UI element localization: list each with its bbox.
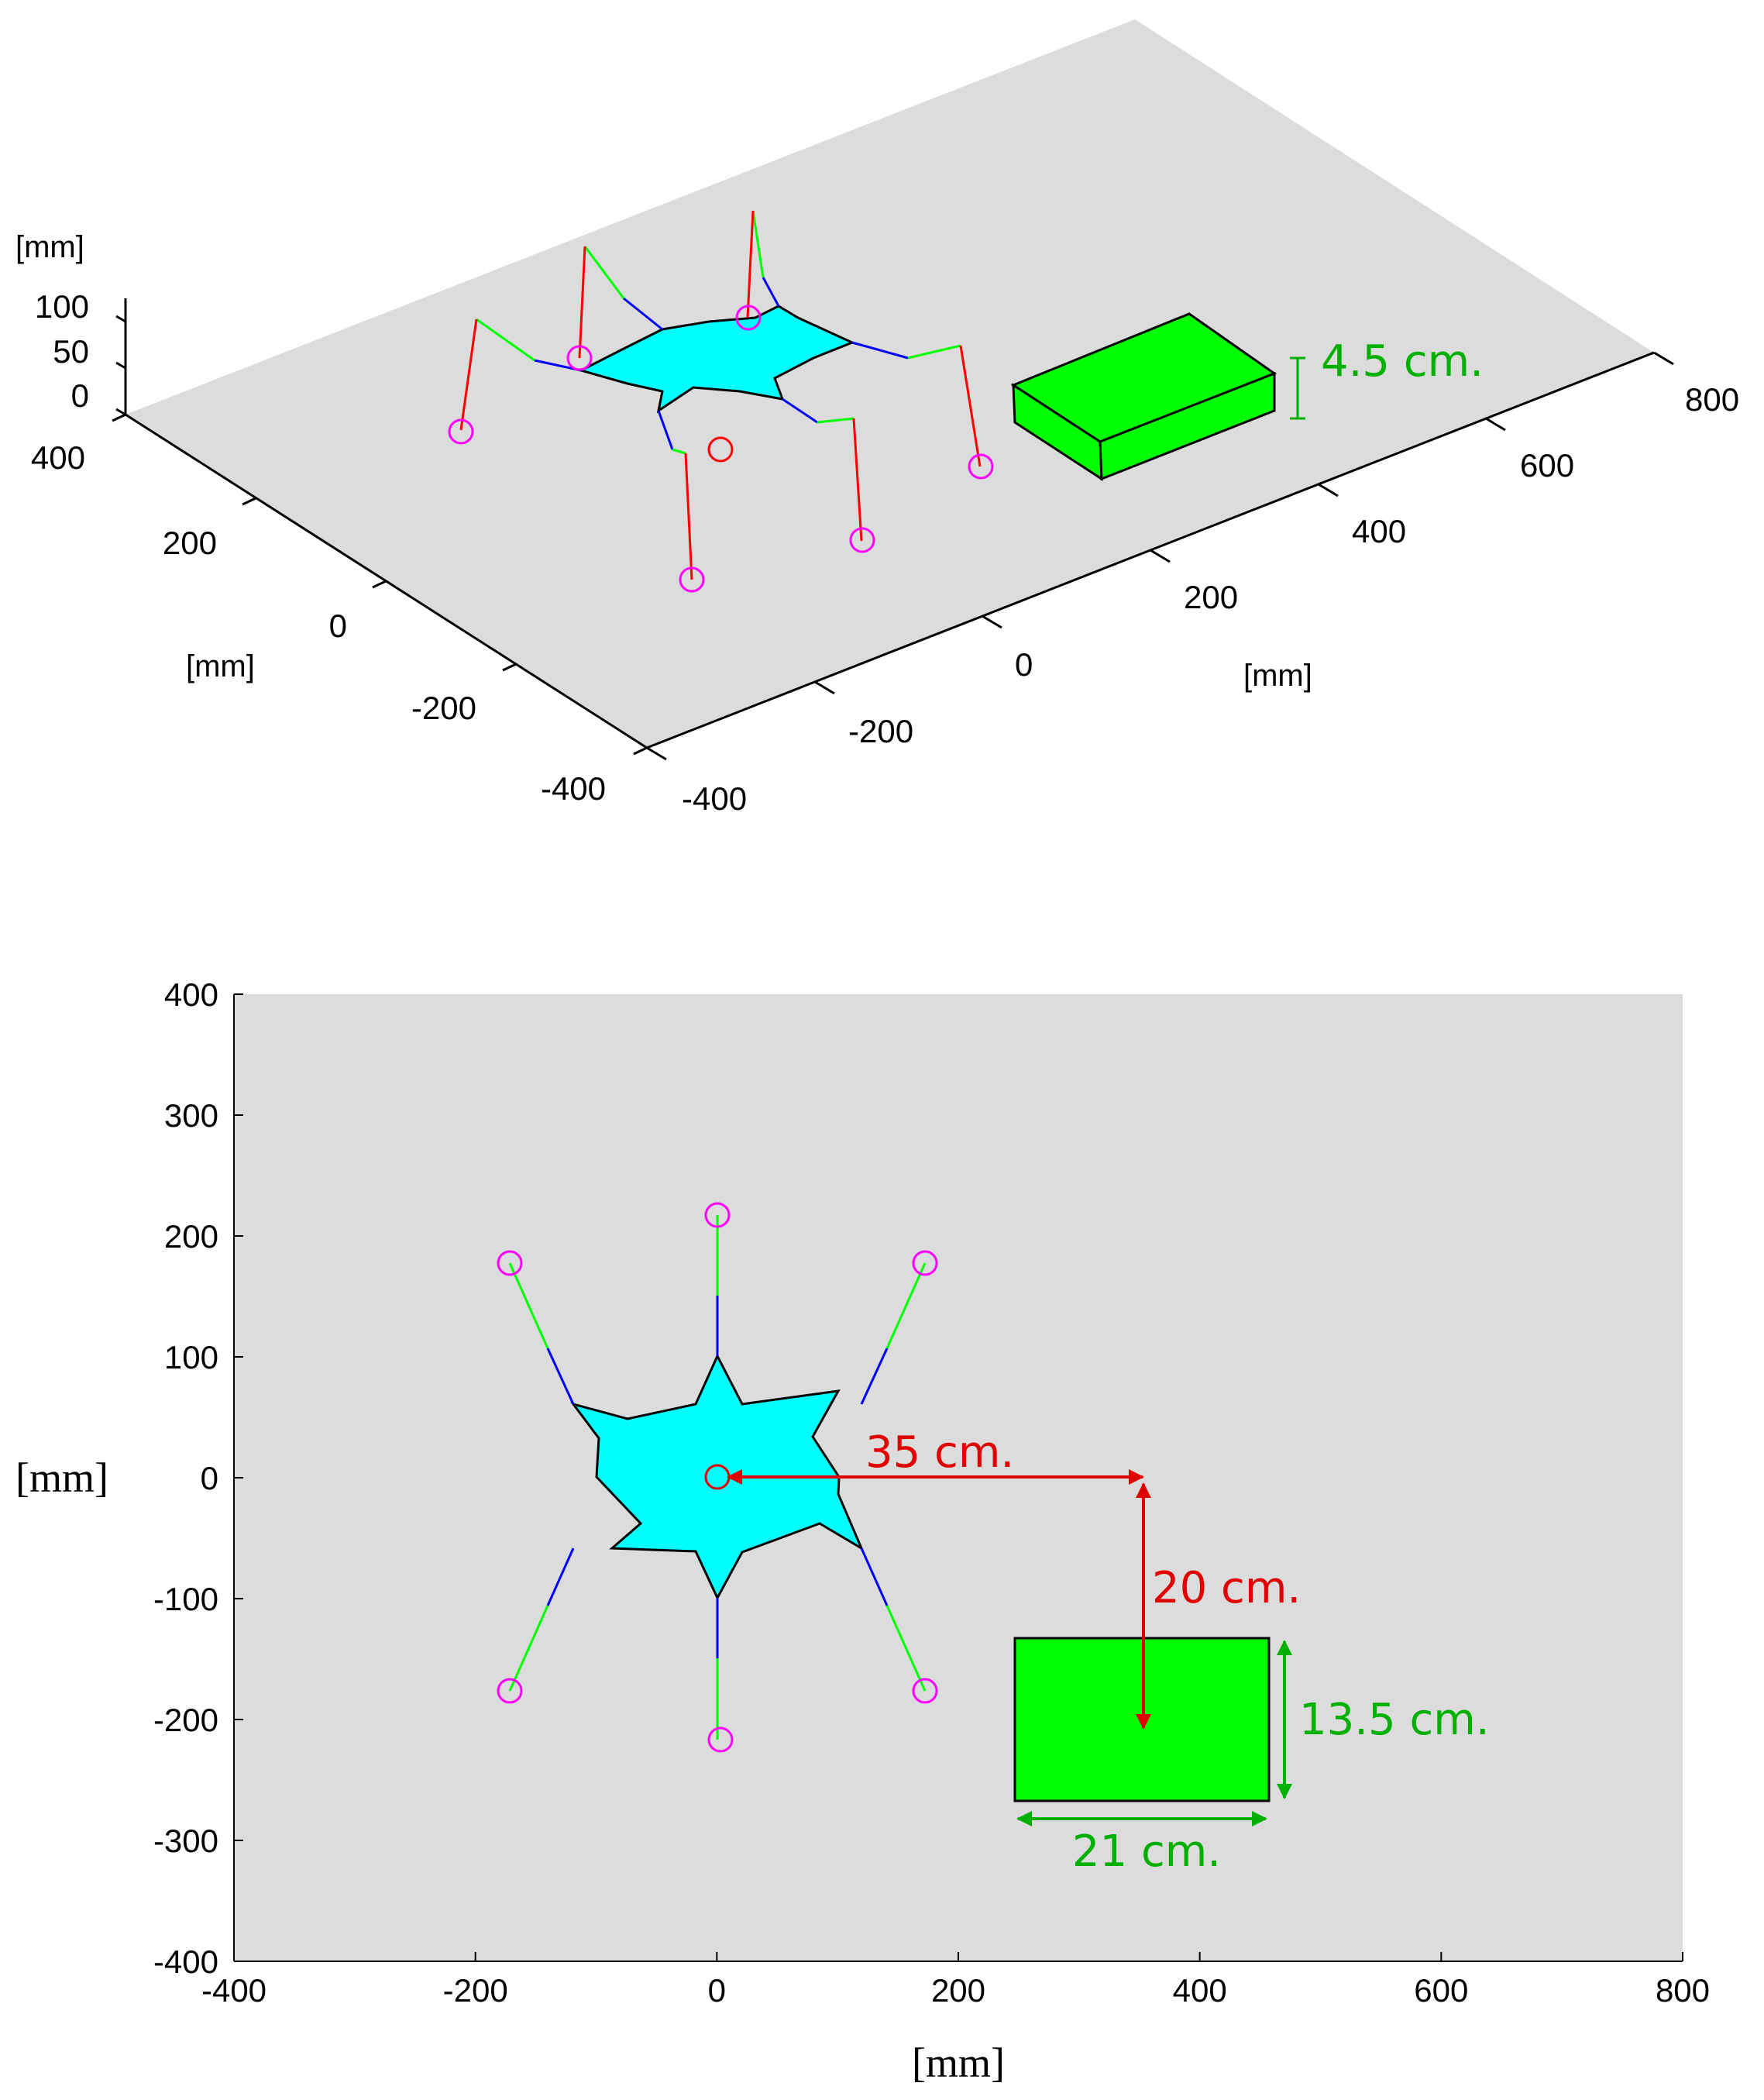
foot-marker — [679, 566, 705, 593]
y-tick-label: -200 — [411, 690, 476, 726]
z-axis-unit: [mm] — [15, 230, 84, 264]
z-tick-label: 50 — [53, 333, 89, 370]
x-axis-unit-3d: [mm] — [1243, 659, 1312, 693]
x-axis-label: [mm] — [912, 2040, 1005, 2086]
box-height-label: 13.5 cm. — [1299, 1695, 1490, 1745]
x-tick-label: 0 — [708, 1972, 726, 2009]
z-axis — [115, 298, 127, 416]
y-tick-label: 200 — [163, 525, 217, 561]
y-axis-3d — [112, 413, 648, 756]
x-tick-label: 200 — [931, 1972, 985, 2009]
y-axis-ticks: 400 300 200 100 0 -100 -200 -300 -400 — [153, 976, 243, 1980]
height-label: 4.5 cm. — [1321, 336, 1484, 387]
x-tick-label: -200 — [848, 713, 913, 749]
x-tick-label: 800 — [1656, 1972, 1710, 2009]
y-tick-label: -400 — [153, 1943, 218, 1980]
y-tick-label: -400 — [541, 770, 606, 807]
plot-2d: 400 300 200 100 0 -100 -200 -300 -400 -400 -200 0 2… — [15, 976, 1710, 2086]
height-dimension-3d — [1290, 356, 1305, 420]
box-width-label: 21 cm. — [1072, 1826, 1221, 1877]
distance-y-label: 20 cm. — [1152, 1563, 1301, 1613]
foot-marker — [497, 1250, 523, 1276]
foot-markers-3d — [448, 305, 994, 593]
robot-body-3d — [577, 305, 855, 414]
y-tick-label: -300 — [153, 1823, 218, 1859]
foot-marker — [566, 345, 593, 371]
y-tick-label: -200 — [153, 1702, 218, 1738]
x-tick-label: 400 — [1173, 1972, 1227, 2009]
x-axis-ticks: -400 -200 0 200 400 600 800 — [201, 1952, 1710, 2009]
y-tick-label: -100 — [153, 1581, 218, 1617]
robot-legs-3d — [459, 210, 982, 580]
y-tick-label: 400 — [164, 976, 218, 1013]
foot-marker — [968, 453, 994, 480]
z-tick-label: 0 — [71, 377, 89, 414]
x-tick-label: 0 — [1015, 646, 1033, 683]
foot-marker — [849, 527, 875, 553]
plot-3d: [mm] 100 50 0 400 200 0 -200 -400 [mm] — [15, 19, 1739, 817]
distance-x-label: 35 cm. — [865, 1427, 1014, 1478]
y-axis-unit-3d: [mm] — [186, 649, 255, 683]
box-3d — [1010, 312, 1277, 481]
x-axis-3d — [646, 351, 1674, 761]
z-tick-label: 100 — [35, 288, 89, 325]
y-tick-label: 300 — [164, 1097, 218, 1134]
x-tick-label: -400 — [201, 1972, 266, 2009]
robot-legs-2d — [508, 1215, 927, 1740]
x-tick-label: 600 — [1414, 1972, 1468, 2009]
center-marker-3d — [707, 436, 734, 463]
foot-marker — [448, 418, 474, 445]
y-tick-label: 200 — [164, 1218, 218, 1255]
y-tick-label: 400 — [31, 439, 85, 476]
x-tick-label: 600 — [1520, 447, 1574, 484]
x-tick-label: -400 — [682, 780, 747, 817]
y-tick-label: 0 — [329, 608, 347, 644]
floor-plane-3d — [126, 19, 1654, 748]
foot-marker — [912, 1678, 938, 1704]
foot-marker — [735, 305, 762, 331]
foot-marker — [912, 1250, 938, 1276]
x-tick-label: 400 — [1352, 513, 1406, 549]
foot-marker — [497, 1678, 523, 1704]
foot-markers-2d — [497, 1202, 938, 1753]
y-tick-label: 100 — [164, 1339, 218, 1375]
x-tick-label: 200 — [1184, 579, 1238, 615]
x-tick-label: -200 — [443, 1972, 508, 2009]
foot-marker — [707, 1726, 734, 1753]
x-tick-label: 800 — [1685, 381, 1739, 418]
y-tick-label: 0 — [201, 1460, 218, 1496]
foot-marker — [704, 1202, 731, 1228]
y-axis-label: [mm] — [15, 1455, 108, 1501]
